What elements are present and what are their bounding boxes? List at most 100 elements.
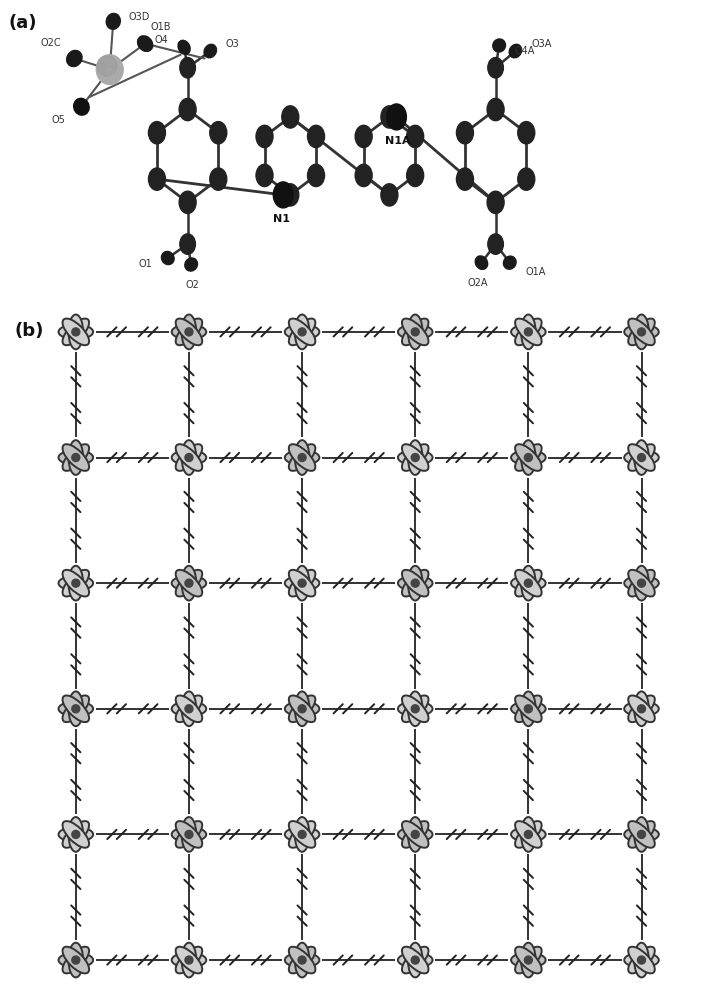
Circle shape bbox=[185, 831, 193, 839]
Circle shape bbox=[387, 104, 406, 130]
Ellipse shape bbox=[402, 821, 428, 847]
Ellipse shape bbox=[59, 325, 93, 340]
Ellipse shape bbox=[628, 319, 655, 346]
Ellipse shape bbox=[176, 695, 202, 722]
Text: O1: O1 bbox=[139, 258, 152, 268]
Ellipse shape bbox=[511, 952, 546, 967]
Circle shape bbox=[381, 184, 398, 206]
Ellipse shape bbox=[176, 821, 202, 847]
Circle shape bbox=[457, 168, 474, 190]
Ellipse shape bbox=[171, 325, 206, 340]
Ellipse shape bbox=[515, 570, 542, 597]
Ellipse shape bbox=[62, 946, 89, 973]
Ellipse shape bbox=[515, 445, 542, 471]
Ellipse shape bbox=[515, 319, 542, 346]
Ellipse shape bbox=[176, 695, 202, 722]
Ellipse shape bbox=[511, 827, 546, 842]
Ellipse shape bbox=[515, 445, 542, 471]
Circle shape bbox=[525, 579, 532, 587]
Ellipse shape bbox=[408, 942, 423, 977]
Circle shape bbox=[637, 328, 646, 336]
Ellipse shape bbox=[511, 325, 546, 340]
Circle shape bbox=[298, 328, 306, 336]
Ellipse shape bbox=[515, 946, 542, 973]
Ellipse shape bbox=[475, 256, 488, 269]
Ellipse shape bbox=[628, 821, 655, 847]
Ellipse shape bbox=[628, 319, 655, 346]
Ellipse shape bbox=[171, 827, 206, 842]
Ellipse shape bbox=[289, 821, 315, 847]
Text: O2A: O2A bbox=[468, 278, 488, 288]
Circle shape bbox=[298, 705, 306, 713]
Circle shape bbox=[298, 956, 306, 964]
Ellipse shape bbox=[624, 827, 659, 842]
Ellipse shape bbox=[62, 821, 89, 847]
Ellipse shape bbox=[285, 450, 319, 465]
Text: O5: O5 bbox=[52, 115, 66, 125]
Ellipse shape bbox=[285, 702, 319, 716]
Ellipse shape bbox=[511, 576, 546, 590]
Ellipse shape bbox=[402, 570, 428, 597]
Ellipse shape bbox=[402, 695, 428, 722]
Ellipse shape bbox=[628, 946, 655, 973]
Ellipse shape bbox=[289, 445, 315, 471]
Text: O4A: O4A bbox=[515, 47, 535, 56]
Ellipse shape bbox=[289, 695, 315, 722]
Circle shape bbox=[298, 453, 306, 461]
Ellipse shape bbox=[398, 576, 433, 590]
Circle shape bbox=[637, 579, 646, 587]
Ellipse shape bbox=[62, 319, 89, 346]
Circle shape bbox=[210, 122, 227, 144]
Ellipse shape bbox=[289, 319, 315, 346]
Ellipse shape bbox=[62, 319, 89, 346]
Circle shape bbox=[180, 234, 195, 254]
Ellipse shape bbox=[634, 441, 649, 475]
Ellipse shape bbox=[178, 41, 190, 54]
Circle shape bbox=[637, 956, 646, 964]
Ellipse shape bbox=[59, 952, 93, 967]
Ellipse shape bbox=[624, 702, 659, 716]
Ellipse shape bbox=[295, 817, 309, 851]
Ellipse shape bbox=[289, 695, 315, 722]
Circle shape bbox=[637, 453, 646, 461]
Ellipse shape bbox=[176, 821, 202, 847]
Ellipse shape bbox=[493, 39, 506, 52]
Circle shape bbox=[210, 168, 227, 190]
Ellipse shape bbox=[176, 946, 202, 973]
Text: N1A: N1A bbox=[385, 136, 411, 147]
Ellipse shape bbox=[69, 565, 83, 601]
Ellipse shape bbox=[176, 319, 202, 346]
Ellipse shape bbox=[289, 319, 315, 346]
Ellipse shape bbox=[285, 325, 319, 340]
Ellipse shape bbox=[62, 695, 89, 722]
Ellipse shape bbox=[176, 319, 202, 346]
Ellipse shape bbox=[69, 441, 83, 475]
Ellipse shape bbox=[628, 946, 655, 973]
Ellipse shape bbox=[182, 565, 196, 601]
Ellipse shape bbox=[521, 441, 536, 475]
Ellipse shape bbox=[624, 325, 659, 340]
Ellipse shape bbox=[628, 821, 655, 847]
Circle shape bbox=[149, 168, 166, 190]
Ellipse shape bbox=[182, 942, 196, 977]
Ellipse shape bbox=[402, 946, 428, 973]
Circle shape bbox=[411, 705, 419, 713]
Ellipse shape bbox=[182, 441, 196, 475]
Ellipse shape bbox=[295, 691, 309, 727]
Ellipse shape bbox=[171, 576, 206, 590]
Ellipse shape bbox=[182, 315, 196, 349]
Ellipse shape bbox=[398, 325, 433, 340]
Circle shape bbox=[282, 106, 299, 128]
Ellipse shape bbox=[511, 450, 546, 465]
Ellipse shape bbox=[59, 702, 93, 716]
Ellipse shape bbox=[624, 952, 659, 967]
Circle shape bbox=[518, 168, 535, 190]
Ellipse shape bbox=[161, 251, 174, 264]
Ellipse shape bbox=[176, 570, 202, 597]
Ellipse shape bbox=[515, 695, 542, 722]
Circle shape bbox=[72, 579, 80, 587]
Circle shape bbox=[185, 956, 193, 964]
Ellipse shape bbox=[515, 695, 542, 722]
Ellipse shape bbox=[628, 570, 655, 597]
Circle shape bbox=[72, 328, 80, 336]
